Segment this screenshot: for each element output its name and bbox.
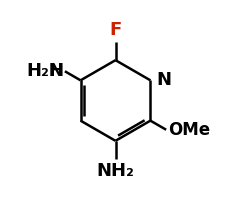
Text: N: N — [156, 70, 171, 88]
Text: OMe: OMe — [168, 120, 210, 138]
Text: F: F — [109, 21, 122, 39]
Text: NH₂: NH₂ — [97, 162, 134, 180]
Text: H₂N: H₂N — [26, 62, 64, 80]
Text: H: H — [49, 62, 64, 80]
